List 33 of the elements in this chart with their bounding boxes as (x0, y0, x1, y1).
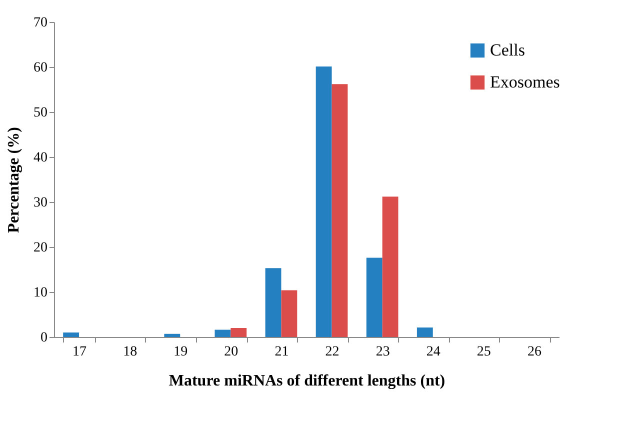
bar (230, 328, 247, 337)
bar (416, 328, 433, 337)
x-tick-label: 19 (174, 344, 188, 360)
bar (63, 332, 80, 337)
bar (214, 330, 231, 337)
x-tick-label: 22 (325, 344, 340, 360)
bar (265, 268, 282, 337)
bar (164, 334, 180, 337)
y-tick-label: 50 (34, 106, 48, 120)
x-tick-label: 26 (527, 344, 542, 360)
y-tick-label: 10 (34, 286, 48, 300)
bar (382, 196, 398, 337)
x-tick-label: 25 (476, 344, 491, 360)
bar (316, 66, 332, 337)
x-tick-label: 20 (224, 344, 238, 360)
x-tick-label: 18 (123, 344, 138, 360)
legend-label: Exosomes (490, 72, 560, 92)
x-tick-label: 21 (274, 344, 289, 360)
y-tick-label: 60 (34, 60, 48, 76)
bar (366, 258, 382, 337)
y-tick-label: 20 (34, 240, 48, 256)
y-tick-label: 70 (34, 16, 48, 30)
x-axis-title: Mature miRNAs of different lengths (nt) (168, 372, 446, 390)
y-tick-label: 40 (34, 150, 48, 166)
y-tick-label: 0 (40, 330, 48, 346)
x-tick-label: 24 (426, 344, 440, 360)
legend-label: Cells (490, 40, 525, 60)
x-tick-label: 17 (72, 344, 87, 360)
bar (281, 290, 298, 337)
x-tick-label: 23 (376, 344, 390, 360)
y-axis-title: Percentage (%) (6, 127, 22, 233)
bar (332, 84, 348, 337)
y-tick-label: 30 (34, 196, 48, 210)
